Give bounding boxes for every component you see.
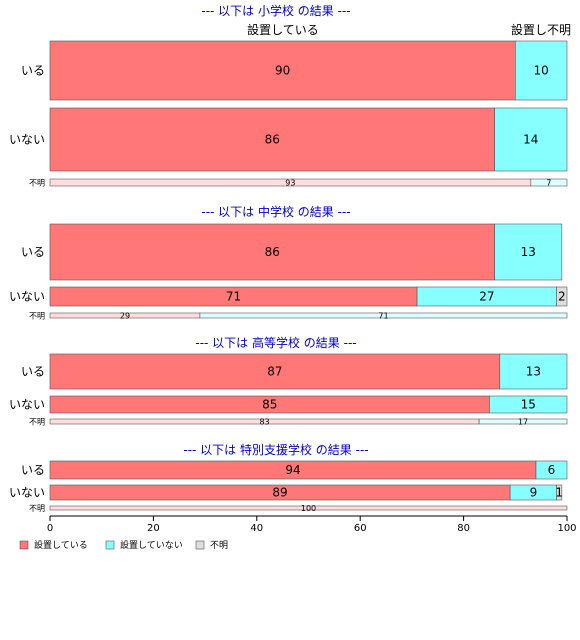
data-label: 29 — [120, 311, 130, 320]
bar-segment — [556, 286, 568, 307]
data-label: 9 — [530, 486, 538, 500]
legend-swatch — [105, 540, 115, 550]
bar-segment — [530, 178, 568, 187]
bar-segment — [49, 107, 495, 172]
legend-label: 設置していない — [120, 539, 183, 551]
data-label: 13 — [521, 245, 536, 259]
panel-title: --- 以下は 中学校 の結果 --- — [201, 204, 350, 219]
data-label: 89 — [272, 486, 287, 500]
bar-segment — [49, 40, 516, 101]
bar-segment — [494, 223, 563, 281]
bar-segment — [49, 223, 495, 281]
row-label: いない — [9, 290, 45, 304]
row-label: いない — [9, 133, 45, 147]
panel-title: --- 以下は 特別支援学校 の結果 --- — [183, 442, 368, 457]
row-label: いる — [21, 463, 45, 477]
legend-swatch — [19, 540, 29, 550]
bar-segment — [494, 107, 568, 172]
data-label: 7 — [546, 178, 551, 187]
x-tick-label: 40 — [250, 523, 263, 534]
x-tick-label: 0 — [47, 523, 53, 534]
top-label-set: 設置している — [247, 22, 319, 37]
row-label: いる — [21, 365, 45, 379]
data-label: 71 — [226, 290, 241, 304]
x-tick-label: 60 — [354, 523, 367, 534]
data-label: 86 — [265, 245, 280, 259]
data-label: 100 — [301, 504, 316, 513]
bar-segment — [199, 312, 568, 319]
data-label: 1 — [555, 486, 563, 500]
row-label: 不明 — [29, 417, 45, 426]
legend-label: 設置している — [34, 539, 88, 551]
bar-segment — [49, 353, 501, 390]
panel-title: --- 以下は 小学校 の結果 --- — [201, 3, 350, 18]
data-label: 87 — [267, 365, 282, 379]
top-label-unknown: 設置し不明 — [511, 22, 571, 37]
data-label: 10 — [534, 64, 549, 78]
bar-segment — [514, 40, 568, 101]
bar-segment — [489, 395, 568, 414]
data-label: 27 — [479, 290, 494, 304]
x-tick-label: 20 — [147, 523, 160, 534]
data-label: 86 — [265, 133, 280, 147]
data-label: 85 — [262, 398, 277, 412]
data-label: 2 — [558, 290, 566, 304]
x-tick-label: 100 — [557, 523, 576, 534]
row-label: いない — [9, 486, 45, 500]
panel-title: --- 以下は 高等学校 の結果 --- — [195, 335, 356, 350]
x-tick-label: 80 — [457, 523, 470, 534]
row-label: 不明 — [29, 311, 45, 320]
bar-segment — [478, 418, 568, 425]
data-label: 90 — [275, 64, 290, 78]
row-label: いる — [21, 245, 45, 259]
data-label: 6 — [548, 463, 556, 477]
bar-segment — [499, 353, 568, 390]
data-label: 17 — [518, 417, 528, 426]
bar-segment — [535, 460, 568, 480]
row-label: 不明 — [29, 504, 45, 513]
legend-swatch — [195, 540, 205, 550]
row-label: いる — [21, 64, 45, 78]
data-label: 14 — [523, 133, 538, 147]
legend-label: 不明 — [210, 540, 228, 551]
data-label: 15 — [521, 398, 536, 412]
data-label: 94 — [285, 463, 300, 477]
data-label: 13 — [526, 365, 541, 379]
data-label: 93 — [285, 178, 295, 187]
row-label: いない — [9, 398, 45, 412]
bar-segment — [556, 484, 563, 501]
data-label: 83 — [259, 417, 269, 426]
data-label: 71 — [378, 311, 388, 320]
bar-segment — [49, 505, 568, 511]
row-label: 不明 — [29, 178, 45, 187]
